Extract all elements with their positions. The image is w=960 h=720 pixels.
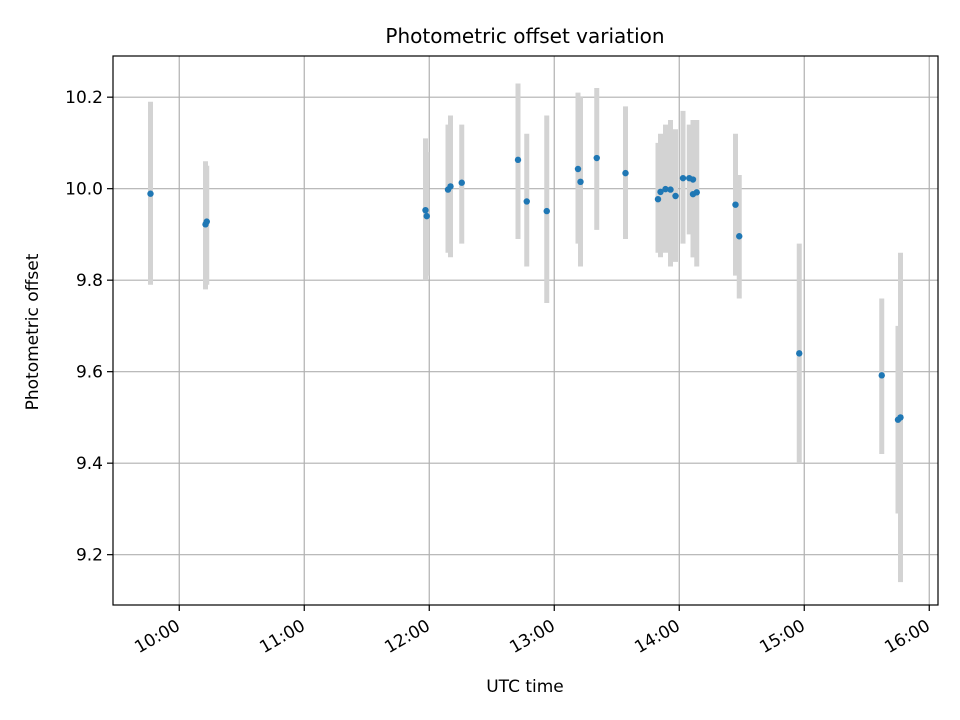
data-point	[878, 372, 885, 379]
data-point	[654, 195, 662, 203]
data-point	[458, 179, 465, 186]
y-tick-label: 9.2	[76, 546, 103, 566]
data-point	[736, 233, 743, 240]
data-point	[543, 207, 550, 215]
chart-title: Photometric offset variation	[385, 24, 664, 48]
data-point	[897, 414, 904, 421]
y-axis: 9.2 9.4 9.6 9.8 10.0 10.2	[65, 88, 113, 566]
data-point	[523, 198, 530, 205]
data-point	[423, 212, 430, 220]
data-point	[672, 192, 679, 200]
data-point	[667, 186, 674, 193]
y-tick-label: 9.8	[76, 271, 103, 291]
data-point	[447, 183, 454, 190]
data-point	[422, 206, 429, 214]
data-point	[593, 154, 600, 162]
data-point	[657, 188, 664, 196]
data-point	[622, 169, 629, 177]
y-axis-label: Photometric offset	[23, 253, 43, 410]
data-point	[577, 178, 584, 186]
data-points	[147, 154, 904, 423]
data-point	[662, 185, 669, 193]
y-tick-label: 9.4	[76, 454, 103, 474]
data-point	[796, 350, 803, 357]
plot-frame	[112, 55, 939, 606]
data-point	[679, 174, 687, 182]
y-tick-label: 10.2	[65, 88, 103, 108]
y-tick-label: 10.0	[65, 180, 103, 200]
data-point	[147, 190, 154, 197]
data-point	[693, 189, 700, 196]
x-axis-label: UTC time	[486, 677, 564, 697]
y-tick-label: 9.6	[76, 363, 103, 383]
data-point	[203, 218, 210, 225]
data-point	[689, 176, 697, 183]
data-point	[732, 201, 739, 208]
data-point	[514, 156, 522, 164]
data-point	[574, 165, 582, 173]
